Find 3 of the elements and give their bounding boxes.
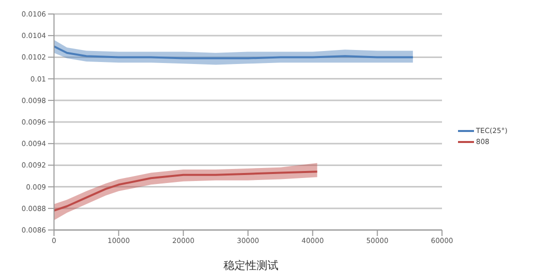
line-series [54, 170, 318, 212]
line-series [54, 45, 414, 60]
x-axis-title: 稳定性测试 [222, 258, 280, 273]
